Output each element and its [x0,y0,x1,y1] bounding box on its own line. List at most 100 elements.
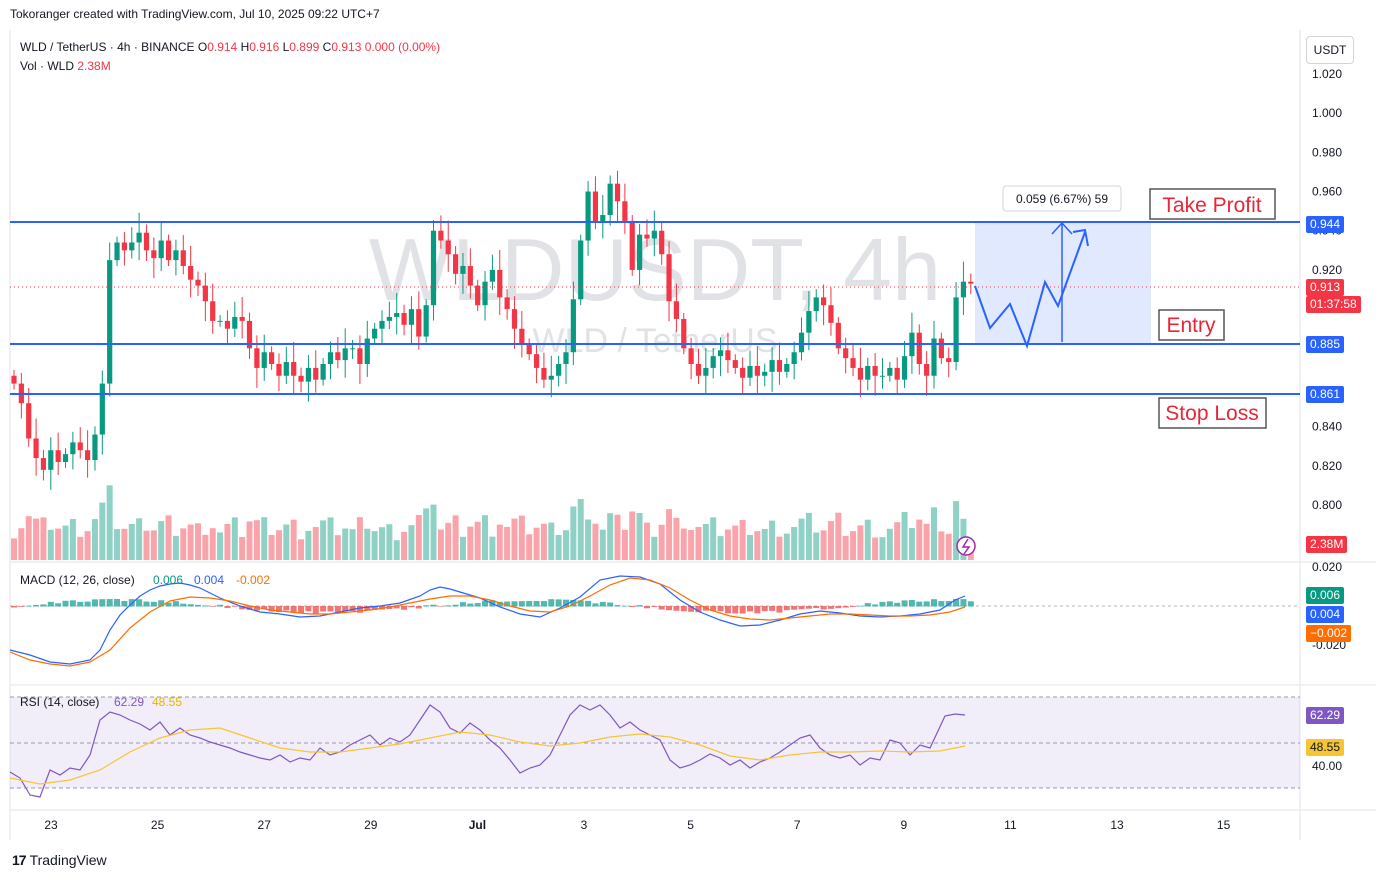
projection-path[interactable] [974,231,1086,350]
candle-body [291,362,297,376]
macd-histogram-bar [408,606,415,608]
rsi-title[interactable]: RSI (14, close) [20,695,99,709]
macd-histogram-bar [180,603,187,607]
volume-bar [386,524,393,560]
volume-bar [599,529,606,560]
volume-bar [673,517,680,560]
volume-bar [894,522,901,560]
macd-histogram-bar [172,601,179,607]
candle-body [158,240,164,259]
macd-histogram-bar [776,606,783,613]
candle-body [202,285,208,302]
currency-button[interactable]: USDT [1306,36,1354,64]
candle-body [813,297,819,312]
measure-arrow [1051,221,1073,235]
macd-histogram-bar [482,600,489,607]
macd-histogram-bar [754,606,761,614]
volume-bar [356,517,363,560]
stop-loss-label: Stop Loss [1165,402,1258,425]
candle-body [475,285,481,306]
stop-loss-box[interactable] [1158,397,1267,429]
volume-bar [401,531,408,560]
candle-body [364,338,370,364]
volume-bar [452,515,459,560]
volume-bar [40,517,47,560]
macd-histogram-bar [187,604,194,607]
candle-body [607,183,613,216]
tradingview-logo[interactable]: 17 TradingView [12,852,107,868]
volume-bar [11,538,17,560]
volume-bar [474,521,481,560]
candle-body [717,350,724,357]
candle-body [349,348,356,350]
candle-body [953,297,959,363]
volume-bar [298,539,305,560]
macd-histogram-bar [150,601,157,607]
rsi-pane [9,696,1300,798]
macd-title[interactable]: MACD (12, 26, close) [20,573,135,587]
lightning-icon[interactable] [956,536,976,556]
candle-body [659,230,665,255]
macd-histogram-bar [886,601,893,607]
volume-bar [886,528,893,560]
symbol-title[interactable]: WLD / TetherUS · 4h · BINANCE [20,40,195,54]
macd-histogram-bar [459,602,466,607]
macd-histogram-bar [504,601,511,607]
rsi-axis-40: 40.00 [1312,759,1342,773]
macd-histogram-bar [496,601,503,607]
macd-histogram-bar [261,606,268,610]
pane-frame [9,30,1376,840]
entry-box[interactable] [1158,309,1225,341]
macd-histogram-bar [437,606,444,607]
macd-histogram-bar [629,606,636,607]
macd-histogram-bar [842,606,849,608]
volume-bar [305,530,312,560]
take-profit-box[interactable] [1149,188,1276,220]
macd-histogram-bar [864,603,871,607]
macd-histogram-bar [239,606,246,610]
candle-body [504,297,510,310]
rsi-value-2: 48.55 [152,695,182,709]
macd-histogram-bar [931,599,937,607]
candle-body [850,358,856,368]
macd-histogram-bar [401,606,408,610]
candle-body [445,240,451,255]
volume-bar [423,508,430,560]
candle-body [92,434,98,461]
time-tick-label: 13 [1110,818,1124,832]
volume-label[interactable]: Vol · WLD [20,59,75,73]
volume-bar [504,527,511,560]
candle-body [806,311,812,333]
volume-bar [334,535,341,560]
candle-body [673,301,679,319]
volume-bar [813,532,820,560]
volume-bar [680,528,687,560]
macd-histogram-bar [813,606,820,609]
macd-histogram-bar [143,601,150,607]
candle-body [710,356,716,368]
candle-body [872,365,878,376]
macd-histogram-bar [894,602,901,607]
volume-bar [482,515,489,560]
macd-histogram-bar [40,604,47,607]
volume-bar [261,517,268,560]
macd-axis-top: 0.020 [1312,560,1342,574]
candle-body [681,318,687,349]
volume-bar [526,534,533,560]
macd-histogram-bar [761,606,768,612]
volume-bar [99,502,106,560]
macd-tag-3: −0.002 [1306,625,1352,642]
volume-bar [769,520,776,560]
volume-bar [666,509,673,560]
macd-histogram-bar [298,606,305,614]
open-value: 0.914 [207,40,238,54]
volume-bar [371,531,378,560]
macd-histogram-bar [548,599,555,607]
macd-histogram-bar [158,600,165,607]
macd-histogram-bar [275,606,282,613]
macd-histogram-bar [91,599,98,607]
macd-histogram-bar [114,599,121,607]
lightning-glyph [961,538,971,555]
volume-bar [607,513,614,560]
